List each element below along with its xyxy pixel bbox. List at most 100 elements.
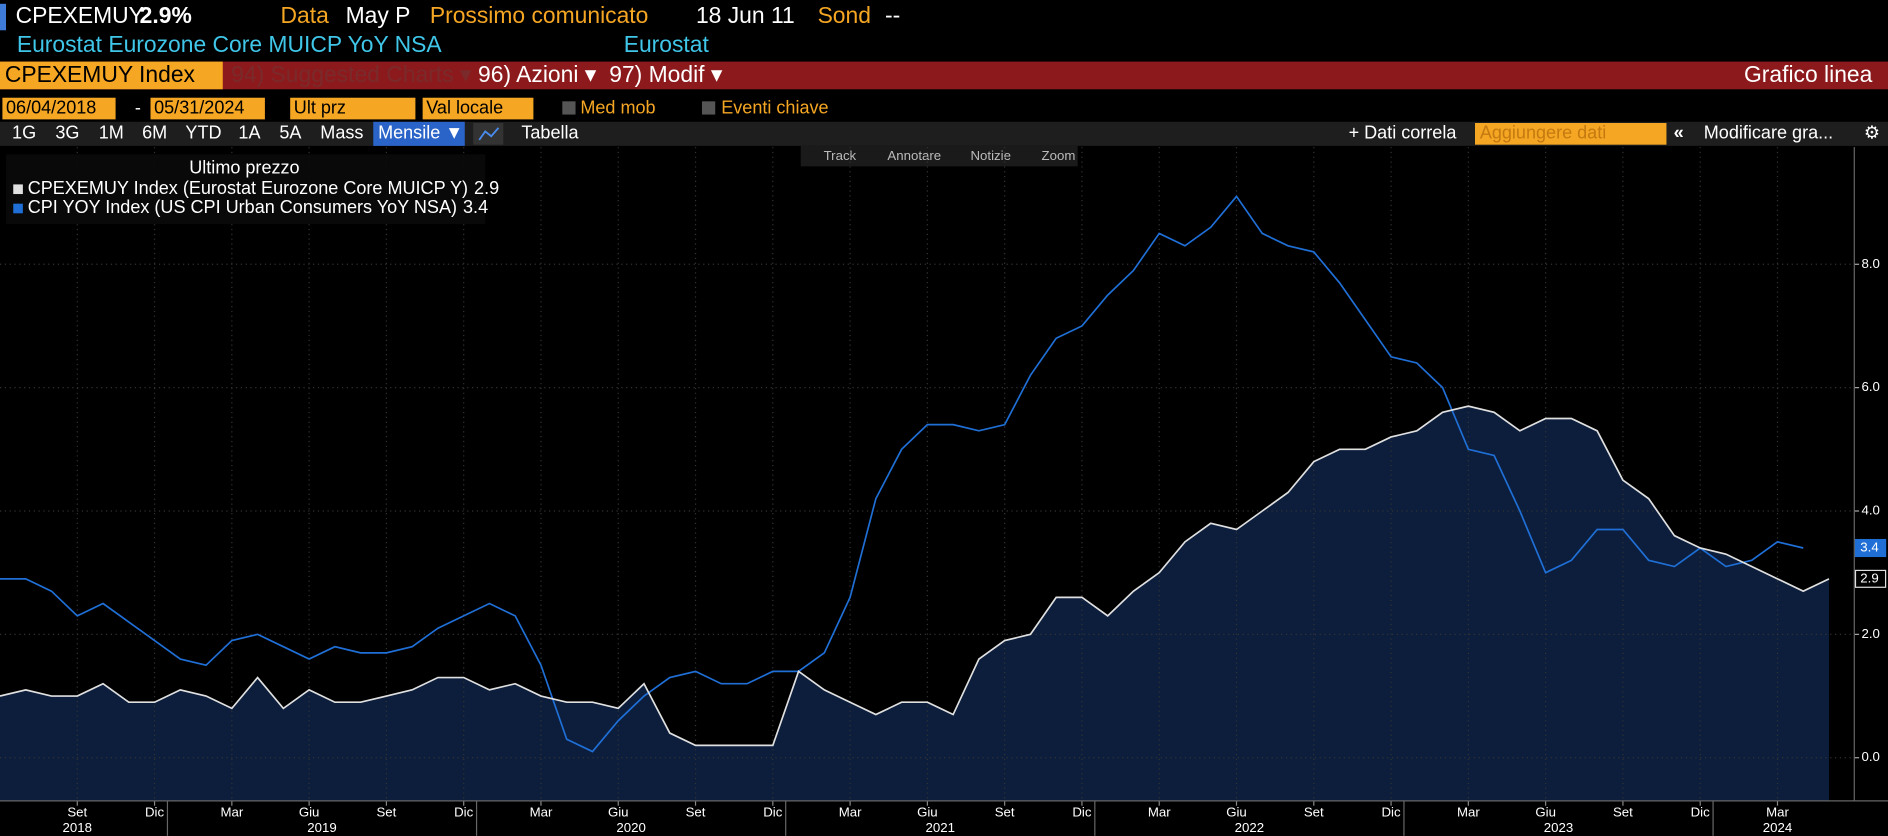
x-tick-label: Mar (530, 804, 553, 819)
y-tick-label: 4.0 (1862, 502, 1880, 517)
events[interactable]: Eventi chiave (721, 97, 828, 117)
area (0, 406, 1829, 801)
period[interactable]: 1G (12, 123, 36, 143)
checkbox[interactable] (562, 101, 576, 115)
end-date[interactable]: 05/31/2024 (154, 97, 244, 117)
x-tick-label: Mar (1457, 804, 1480, 819)
currency[interactable]: Val locale (426, 97, 503, 117)
year-label: 2020 (616, 820, 645, 835)
y-tick-label: 8.0 (1862, 256, 1880, 271)
survey-value: -- (885, 2, 900, 28)
ticker: CPEXEMUY (16, 2, 144, 28)
x-tick-label: Dic (1691, 804, 1710, 819)
year-label: 2023 (1544, 820, 1573, 835)
checkbox[interactable] (701, 101, 716, 115)
x-tick-label: Mar (220, 804, 243, 819)
x-tick-label: Set (995, 804, 1015, 819)
input[interactable] (290, 97, 416, 120)
add-data[interactable]: Aggiungere dati (1480, 123, 1606, 143)
settings[interactable]: ⚙ (1864, 123, 1880, 143)
last-value: 2.9 (1860, 570, 1878, 585)
menu-bar (0, 61, 1888, 90)
period[interactable]: Mass (320, 123, 363, 143)
y-tick-label: 6.0 (1862, 379, 1880, 394)
last-value-box (1854, 538, 1887, 558)
x-tick-label: Set (1613, 804, 1633, 819)
tool[interactable]: Track (824, 148, 857, 163)
x-tick-label: Giu (608, 804, 629, 819)
legend-swatch (13, 184, 23, 195)
series-line (0, 195, 1804, 753)
menu-item[interactable]: 94) Suggested Charts ▾ (231, 61, 472, 87)
frequency-box[interactable] (373, 121, 465, 146)
last-value-box (1854, 569, 1887, 588)
x-tick-label: Dic (763, 804, 782, 819)
period[interactable]: 5A (279, 123, 301, 143)
last-value: 3.4 (1860, 540, 1878, 555)
year-label: 2024 (1763, 820, 1792, 835)
legend-value: 2.9 (474, 178, 499, 198)
period[interactable]: 1A (238, 123, 260, 143)
x-tick-label: Giu (1535, 804, 1556, 819)
tool[interactable]: Zoom (1042, 148, 1076, 163)
start-date[interactable]: 06/04/2018 (6, 97, 96, 117)
x-tick-label: Dic (454, 804, 473, 819)
x-tick-label: Mar (1148, 804, 1171, 819)
y-tick-label: 2.0 (1862, 626, 1880, 641)
menu-item[interactable]: 96) Azioni ▾ (478, 61, 597, 87)
survey-label: Sond (818, 2, 871, 28)
year-label: 2019 (307, 820, 336, 835)
next-value: 18 Jun 11 (696, 2, 795, 28)
input[interactable] (1475, 123, 1667, 145)
period[interactable]: 1M (99, 123, 124, 143)
chart-type[interactable]: Grafico linea (1744, 61, 1873, 87)
chart-icon-line (478, 127, 500, 141)
tool[interactable]: Annotare (887, 148, 941, 163)
table[interactable]: Tabella (521, 123, 579, 143)
period[interactable]: YTD (185, 123, 221, 143)
period[interactable]: 3G (55, 123, 79, 143)
x-tick-label: Mar (1766, 804, 1789, 819)
x-tick-label: Dic (145, 804, 164, 819)
x-tick-label: Mar (839, 804, 862, 819)
x-tick-label: Set (376, 804, 396, 819)
data-value: May P (346, 2, 411, 28)
legend-box (6, 154, 486, 225)
input[interactable] (150, 97, 265, 120)
legend-value: 3.4 (463, 197, 488, 217)
data-label: Data (281, 2, 330, 28)
y-tick-label: 0.0 (1862, 749, 1880, 764)
x-tick-label: Giu (1226, 804, 1247, 819)
tool[interactable]: Notizie (970, 148, 1010, 163)
header-value: 2.9% (140, 2, 192, 28)
input[interactable] (422, 97, 534, 120)
modify[interactable]: Modificare gra... (1704, 123, 1833, 143)
x-tick-label: Set (686, 804, 706, 819)
separator: - (135, 97, 141, 117)
legend-label: CPI YOY Index (US CPI Urban Consumers Yo… (28, 197, 457, 217)
source: Eurostat (624, 31, 710, 57)
x-tick-label: Dic (1072, 804, 1091, 819)
legend-label: CPEXEMUY Index (Eurostat Eurozone Core M… (28, 178, 468, 198)
security[interactable]: CPEXEMUY Index (5, 61, 196, 87)
moving-avg[interactable]: Med mob (580, 97, 655, 117)
input[interactable] (2, 97, 116, 120)
security-box[interactable] (0, 61, 223, 90)
x-tick-label: Giu (299, 804, 320, 819)
collapse[interactable]: « (1674, 123, 1684, 143)
x-tick-label: Dic (1382, 804, 1401, 819)
legend-swatch (13, 203, 23, 214)
frequency[interactable]: Mensile ▼ (378, 123, 463, 143)
menu-item[interactable]: 97) Modif ▾ (609, 61, 723, 87)
x-tick-label: Set (1304, 804, 1324, 819)
year-label: 2021 (926, 820, 955, 835)
field[interactable]: Ult prz (294, 97, 346, 117)
related[interactable]: + Dati correla (1349, 123, 1458, 143)
x-tick-label: Giu (917, 804, 938, 819)
description: Eurostat Eurozone Core MUICP YoY NSA (17, 31, 443, 57)
year-label: 2022 (1235, 820, 1264, 835)
period[interactable]: 6M (142, 123, 167, 143)
year-label: 2018 (63, 820, 92, 835)
tools-box (800, 145, 1078, 167)
